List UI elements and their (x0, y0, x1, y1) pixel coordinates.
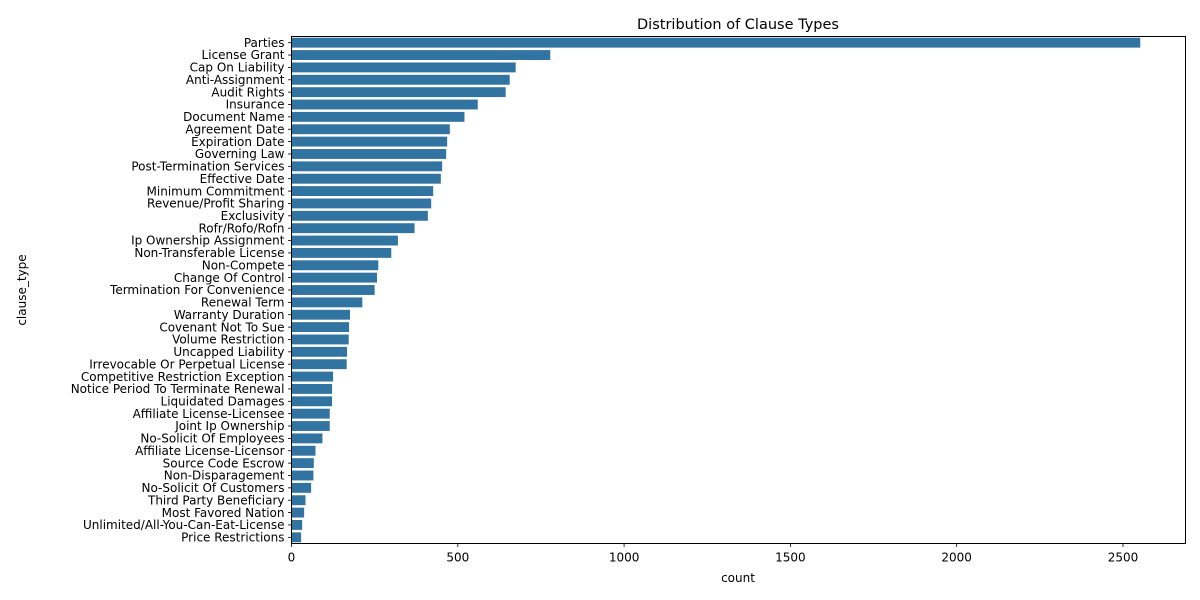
y-tick-label: No-Solicit Of Customers (142, 481, 285, 495)
bar (291, 235, 398, 246)
bar (291, 334, 349, 345)
bar (291, 124, 450, 135)
y-tick-label: Non-Transferable License (134, 246, 284, 260)
y-tick-label: Covenant Not To Sue (159, 320, 284, 334)
chart-title: Distribution of Clause Types (637, 17, 839, 33)
bar (291, 421, 330, 431)
bar (291, 50, 551, 60)
bar (291, 346, 348, 357)
x-axis-title: count (721, 571, 755, 585)
y-tick-label: Joint Ip Ownership (174, 419, 284, 433)
bar (291, 198, 432, 209)
bar (291, 99, 478, 110)
bar (291, 62, 516, 73)
y-tick-label: Ip Ownership Assignment (131, 234, 285, 248)
y-tick-label: Audit Rights (211, 85, 284, 99)
bar (291, 520, 303, 530)
y-tick-label: Uncapped Liability (173, 345, 284, 359)
bars-group (291, 37, 1141, 543)
bar (291, 74, 510, 85)
y-tick-label: Volume Restriction (172, 333, 284, 347)
y-tick-label: Affiliate License-Licensee (133, 407, 285, 421)
y-tick-label: Unlimited/All-You-Can-Eat-License (83, 518, 285, 532)
bar (291, 445, 316, 456)
x-tick-label: 2000 (941, 551, 972, 565)
y-tick-label: Irrevocable Or Perpetual License (89, 357, 284, 371)
y-tick-label: Non-Compete (202, 258, 285, 272)
bar (291, 37, 1141, 48)
bar (291, 495, 306, 506)
bar (291, 309, 351, 320)
x-tick-label: 500 (446, 551, 469, 565)
x-tick-label: 0 (288, 551, 296, 565)
y-tick-label: Competitive Restriction Exception (81, 370, 285, 384)
y-tick-label: Non-Disparagement (164, 469, 285, 483)
plot-frame (291, 36, 1186, 544)
y-tick-label: Renewal Term (201, 296, 285, 310)
y-tick-label: Termination For Convenience (109, 283, 284, 297)
y-tick-label: Effective Date (200, 172, 285, 186)
y-tick-label: Cap On Liability (190, 61, 285, 75)
bar (291, 161, 443, 172)
y-tick-label: License Grant (202, 48, 285, 62)
y-tick-label: Affiliate License-Licensor (135, 444, 285, 458)
x-tick-label: 2500 (1108, 551, 1139, 565)
bar (291, 149, 447, 159)
y-tick-label: Insurance (226, 98, 285, 112)
bar (291, 507, 305, 518)
bar (291, 272, 377, 283)
bar (291, 383, 333, 394)
y-tick-label: Post-Termination Services (131, 160, 284, 174)
y-tick-label: Minimum Commitment (147, 184, 285, 198)
bar (291, 532, 302, 543)
bar (291, 359, 347, 370)
bar (291, 433, 323, 444)
bar (291, 223, 415, 234)
y-tick-label: No-Solicit Of Employees (140, 432, 284, 446)
bar (291, 322, 350, 333)
x-axis: 0 500 1000 1500 2000 2500 (288, 543, 1139, 565)
bar (291, 482, 312, 493)
x-tick-label: 1000 (609, 551, 640, 565)
bar (291, 136, 448, 147)
y-tick-label: Parties (244, 36, 285, 50)
y-tick-label: Agreement Date (185, 122, 284, 136)
bar (291, 247, 392, 258)
bar (291, 111, 465, 122)
y-tick-label: Change Of Control (174, 271, 285, 285)
y-tick-label: Third Party Beneficiary (147, 493, 285, 507)
y-tick-label: Governing Law (195, 147, 285, 161)
y-tick-label: Warranty Duration (174, 308, 285, 322)
bar (291, 260, 379, 271)
bar (291, 173, 441, 184)
x-tick-label: 1500 (775, 551, 806, 565)
y-tick-label: Rofr/Rofo/Rofn (198, 221, 284, 235)
bar (291, 371, 334, 382)
bar (291, 396, 333, 407)
bar (291, 470, 314, 481)
bar (291, 458, 314, 469)
bar (291, 408, 330, 419)
bar (291, 210, 428, 221)
bar (291, 285, 375, 295)
y-tick-label: Source Code Escrow (163, 456, 285, 470)
y-tick-label: Anti-Assignment (186, 73, 285, 87)
y-tick-label: Expiration Date (191, 135, 284, 149)
y-tick-label: Document Name (183, 110, 284, 124)
y-tick-label: Most Favored Nation (162, 506, 285, 520)
bar (291, 186, 434, 197)
bar (291, 297, 363, 308)
y-tick-label: Liquidated Damages (161, 394, 285, 408)
bar (291, 87, 506, 98)
y-axis-title: clause_type (15, 254, 29, 325)
y-tick-label: Revenue/Profit Sharing (147, 197, 284, 211)
y-tick-label: Price Restrictions (181, 531, 284, 545)
y-tick-label: Exclusivity (221, 209, 285, 223)
y-tick-label: Notice Period To Terminate Renewal (71, 382, 285, 396)
